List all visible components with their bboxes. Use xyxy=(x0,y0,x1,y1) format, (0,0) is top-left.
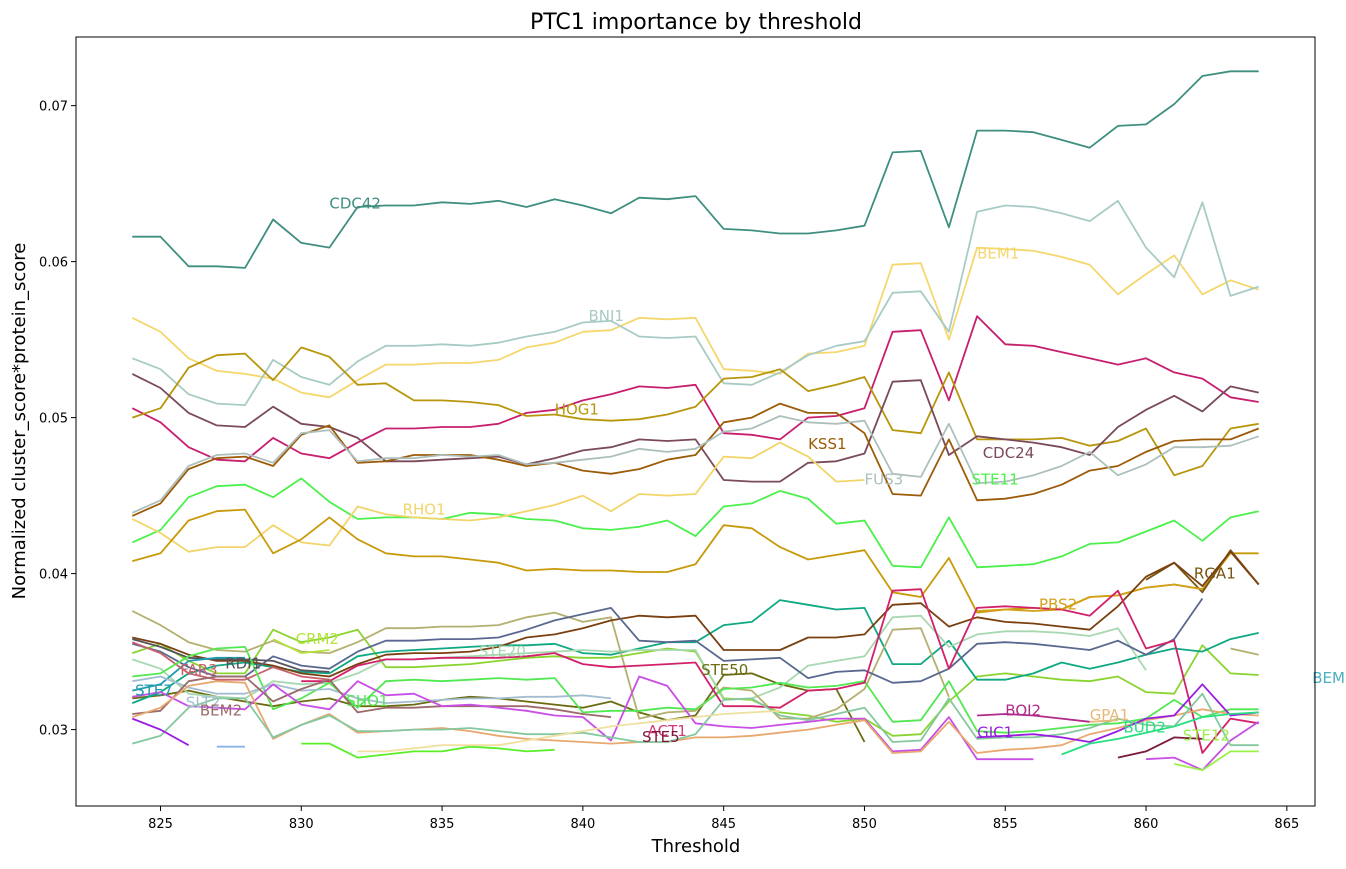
series-label-act1: ACT1 xyxy=(648,722,687,740)
series-line-far3 xyxy=(131,641,330,681)
series-line-unlabeled-19 xyxy=(132,597,1204,684)
series-line-unlabeled-30 xyxy=(132,692,1259,747)
series-label-sho1: SHO1 xyxy=(346,692,388,710)
series-line-unlabeled-17-seg0 xyxy=(131,610,950,720)
series-label-bem3: BEM3 xyxy=(1312,669,1346,687)
series-line-bud2 xyxy=(1061,711,1259,756)
x-tick-label: 845 xyxy=(711,817,736,832)
series-label-rho1: RHO1 xyxy=(403,500,446,518)
plot-area xyxy=(131,70,1260,771)
series-line-gic1-seg1 xyxy=(977,683,1259,743)
series-line-boi2 xyxy=(977,713,1090,723)
series-line-ste12 xyxy=(1174,750,1259,771)
y-axis-label: Normalized cluster_score*protein_score xyxy=(9,243,30,600)
series-line-unlabeled-18 xyxy=(132,550,1260,678)
series-label-cdc42: CDC42 xyxy=(329,195,381,213)
series-line-ste5 xyxy=(1117,736,1203,759)
x-tick-label: 830 xyxy=(289,817,314,832)
series-line-ste11 xyxy=(131,477,1259,569)
series-label-ste20: STE20 xyxy=(479,642,526,660)
series-label-boi2: BOI2 xyxy=(1005,702,1041,720)
series-line-cdc24 xyxy=(131,373,1259,483)
series-line-unlabeled-28-seg0 xyxy=(132,675,1034,761)
series-line-ste20 xyxy=(132,614,1147,701)
series-line-unlabeled-17-seg1 xyxy=(1230,647,1259,656)
series-line-bem2 xyxy=(132,675,612,718)
series-label-ste11: STE11 xyxy=(972,471,1019,489)
series-line-pbs2 xyxy=(977,583,1203,612)
series-label-pbs2: PBS2 xyxy=(1039,596,1077,614)
series-label-crm2: CRM2 xyxy=(296,630,339,648)
series-label-bud2: BUD2 xyxy=(1124,719,1166,737)
series-line-unlabeled-41 xyxy=(357,709,781,753)
series-line-rdi1 xyxy=(132,638,330,673)
series-line-fus3 xyxy=(131,415,1259,514)
x-tick-label: 860 xyxy=(1134,817,1159,832)
series-line-bem1 xyxy=(131,246,1259,399)
series-label-far3: FAR3 xyxy=(180,661,217,679)
x-tick-label: 850 xyxy=(852,817,877,832)
series-label-ste5: STE5 xyxy=(642,728,680,746)
series-label-cdc24: CDC24 xyxy=(983,444,1035,462)
y-tick-label: 0.05 xyxy=(39,412,68,427)
series-line-bni1 xyxy=(131,199,1259,406)
series-line-unlabeled-40 xyxy=(301,742,555,759)
series-label-rga1: RGA1 xyxy=(1194,564,1236,582)
series-line-crm2 xyxy=(272,638,330,654)
x-tick-label: 865 xyxy=(1274,817,1299,832)
series-line-unlabeled-15 xyxy=(131,599,1259,704)
series-line-gic1-seg0 xyxy=(131,717,190,746)
y-tick-label: 0.06 xyxy=(39,256,68,271)
chart-title: PTC1 importance by threshold xyxy=(530,10,862,35)
x-tick-label: 855 xyxy=(993,817,1018,832)
series-line-unlabeled-3 xyxy=(131,315,1259,463)
x-axis-label: Threshold xyxy=(651,836,741,857)
y-tick-label: 0.04 xyxy=(39,568,68,583)
y-axis: 0.03 0.04 0.05 0.06 0.07 xyxy=(39,100,76,739)
series-line-rho1 xyxy=(131,441,865,553)
series-line-sho1 xyxy=(132,646,1259,734)
series-line-slt2 xyxy=(132,675,612,704)
series-label-rdi1: RDI1 xyxy=(225,655,261,673)
series-line-gpa1 xyxy=(1089,719,1118,723)
series-label-fus3: FUS3 xyxy=(865,471,904,489)
series-label-hog1: HOG1 xyxy=(555,401,599,419)
series-label-ste7: STE7 xyxy=(135,681,173,699)
plot-frame xyxy=(75,36,1316,807)
series-label-ste50: STE50 xyxy=(701,661,748,679)
series-line-unlabeled-29 xyxy=(132,680,1259,754)
series-label-kss1: KSS1 xyxy=(808,435,846,453)
series-line-hog1 xyxy=(132,346,1259,477)
x-tick-label: 835 xyxy=(430,817,455,832)
series-label-gic1: GIC1 xyxy=(977,723,1013,741)
x-tick-label: 825 xyxy=(148,817,173,832)
series-line-ste7 xyxy=(132,656,245,692)
x-tick-label: 840 xyxy=(570,817,595,832)
series-line-unlabeled-25 xyxy=(301,588,1259,754)
y-tick-label: 0.03 xyxy=(39,724,68,739)
series-label-bem1: BEM1 xyxy=(977,245,1019,263)
series-label-ste12: STE12 xyxy=(1183,727,1230,745)
x-axis: 825 830 835 840 845 850 855 860 865 xyxy=(148,806,1299,832)
series-label-gpa1: GPA1 xyxy=(1090,706,1130,724)
series-line-cdc42 xyxy=(132,70,1259,269)
series-labels: CDC42 BEM1 BNI1 HOG1 CDC24 KSS1 FUS3 STE11 RHO1 R… xyxy=(135,195,1346,746)
series-label-bem2: BEM2 xyxy=(200,702,242,720)
y-tick-label: 0.07 xyxy=(39,100,68,115)
series-label-bni1: BNI1 xyxy=(589,307,624,325)
series-line-kss1 xyxy=(131,402,1260,517)
series-label-slt2: SLT2 xyxy=(186,694,221,712)
